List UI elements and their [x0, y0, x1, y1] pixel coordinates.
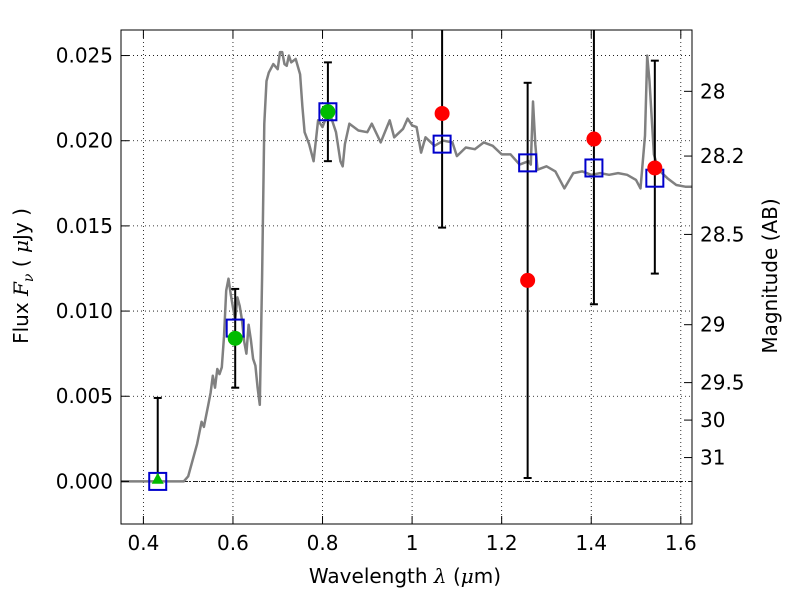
green-circle-marker	[320, 104, 336, 120]
y2-tick-label: 29	[700, 313, 725, 337]
red-circle-marker	[647, 160, 663, 176]
circle-markers	[151, 104, 663, 484]
plot-frame	[120, 29, 693, 525]
y-tick-label: 0.025	[56, 44, 113, 68]
y2-tick-label: 29.5	[700, 371, 745, 395]
x-tick-label: 0.6	[217, 531, 249, 555]
y-axis-label: Flux Fν ( μJy )	[9, 208, 37, 344]
red-circle-marker	[434, 105, 450, 121]
x-tick-label: 0.4	[127, 531, 159, 555]
x-tick-label: 1.6	[665, 531, 697, 555]
y2-tick-label: 31	[700, 446, 725, 470]
y-tick-label: 0.015	[56, 214, 113, 238]
y2-tick-label: 28	[700, 79, 725, 103]
y2-tick-label: 30	[700, 408, 725, 432]
tick-labels: 0.4 0.6 0.8 1 1.2 1.4 1.6 0.000 0.005 0.010 0.015 0…	[56, 44, 745, 555]
y-tick-label: 0.020	[56, 129, 113, 153]
red-circle-marker	[586, 131, 602, 147]
axis-ticks	[121, 30, 692, 524]
square-marker	[584, 158, 604, 178]
y-tick-label: 0.010	[56, 299, 113, 323]
model-spectrum	[121, 50, 692, 483]
y2-axis-label: Magnitude (AB)	[758, 198, 782, 353]
x-tick-label: 1	[406, 531, 419, 555]
green-triangle-marker	[151, 472, 164, 484]
x-tick-label: 1.2	[486, 531, 518, 555]
y2-tick-label: 28.5	[700, 222, 745, 246]
x-axis-label: Wavelength λ (μm)	[309, 564, 501, 588]
red-circle-marker	[520, 272, 536, 288]
square-marker	[318, 102, 338, 122]
grid	[121, 30, 692, 524]
y-tick-label: 0.005	[56, 384, 113, 408]
x-tick-label: 0.8	[307, 531, 339, 555]
spectrum-line	[121, 50, 692, 483]
square-marker	[432, 134, 452, 154]
square-marker	[518, 153, 538, 173]
y-tick-label: 0.000	[56, 469, 113, 493]
green-circle-marker	[227, 330, 243, 346]
x-tick-label: 1.4	[575, 531, 607, 555]
y2-tick-label: 28.2	[700, 144, 745, 168]
error-bars	[153, 30, 659, 483]
